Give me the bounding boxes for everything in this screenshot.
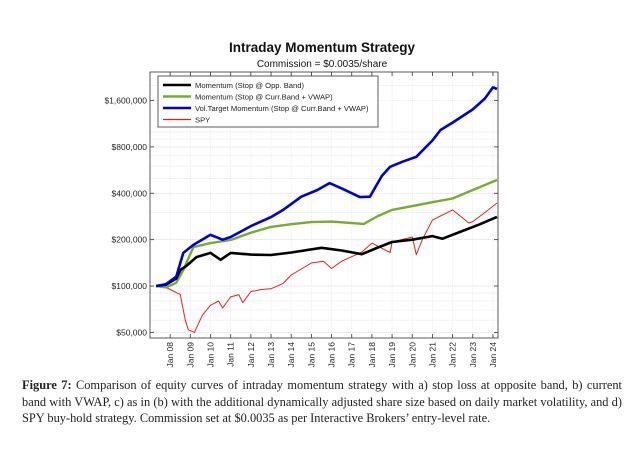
x-tick-label: Jan 19 bbox=[387, 342, 397, 368]
series-line-momentum-curr-band-vwap bbox=[155, 178, 498, 289]
plot-area-border bbox=[149, 71, 499, 339]
y-tick-label: $400,000 bbox=[112, 188, 148, 198]
figure-caption: Figure 7: Comparison of equity curves of… bbox=[22, 377, 622, 427]
x-tick-label: Jan 08 bbox=[165, 342, 175, 368]
x-tick-label: Jan 12 bbox=[246, 342, 256, 368]
legend-label: SPY bbox=[195, 116, 210, 125]
legend-box bbox=[157, 75, 379, 128]
x-tick-label: Jan 20 bbox=[407, 342, 417, 368]
x-tick-label: Jan 10 bbox=[206, 342, 216, 368]
chart-title: Intraday Momentum Strategy bbox=[229, 40, 416, 55]
series-line-vol-target-momentum bbox=[155, 86, 498, 288]
y-tick-label: $200,000 bbox=[112, 235, 148, 245]
x-tick-label: Jan 16 bbox=[327, 342, 337, 368]
legend-label: Momentum (Stop @ Opp. Band) bbox=[195, 81, 304, 90]
x-tick-label: Jan 09 bbox=[185, 342, 195, 368]
y-tick-label: $100,000 bbox=[112, 281, 148, 291]
legend: Momentum (Stop @ Opp. Band) Momentum (Sto… bbox=[157, 75, 379, 128]
x-tick-label: Jan 18 bbox=[367, 342, 377, 368]
x-tick-label: Jan 14 bbox=[286, 342, 296, 368]
series-lines bbox=[155, 86, 498, 333]
x-tick-label: Jan 13 bbox=[266, 342, 276, 368]
caption-label: Figure 7: bbox=[22, 378, 72, 392]
x-tick-label: Jan 22 bbox=[448, 342, 458, 368]
x-tick-label: Jan 17 bbox=[347, 342, 357, 368]
series-line-momentum-opp-band bbox=[155, 215, 498, 288]
axes: $50,000 $100,000 $200,000 $400,000 $800,000 $… bbox=[104, 72, 498, 368]
y-tick-label: $1,600,000 bbox=[104, 96, 147, 106]
x-tick-label: Jan 15 bbox=[306, 342, 316, 368]
x-tick-label: Jan 24 bbox=[488, 342, 498, 368]
y-tick-label: $800,000 bbox=[112, 142, 148, 152]
x-tick-label: Jan 11 bbox=[226, 342, 236, 367]
legend-label: Vol.Target Momentum (Stop @ Curr.Band + … bbox=[195, 104, 369, 113]
x-tick-label: Jan 23 bbox=[468, 342, 478, 368]
caption-text: Comparison of equity curves of intraday … bbox=[22, 378, 622, 425]
y-tick-label: $50,000 bbox=[116, 327, 147, 337]
legend-label: Momentum (Stop @ Curr.Band + VWAP) bbox=[195, 93, 333, 102]
x-tick-label: Jan 21 bbox=[427, 342, 437, 368]
chart-subtitle: Commission = $0.0035/share bbox=[257, 59, 388, 70]
